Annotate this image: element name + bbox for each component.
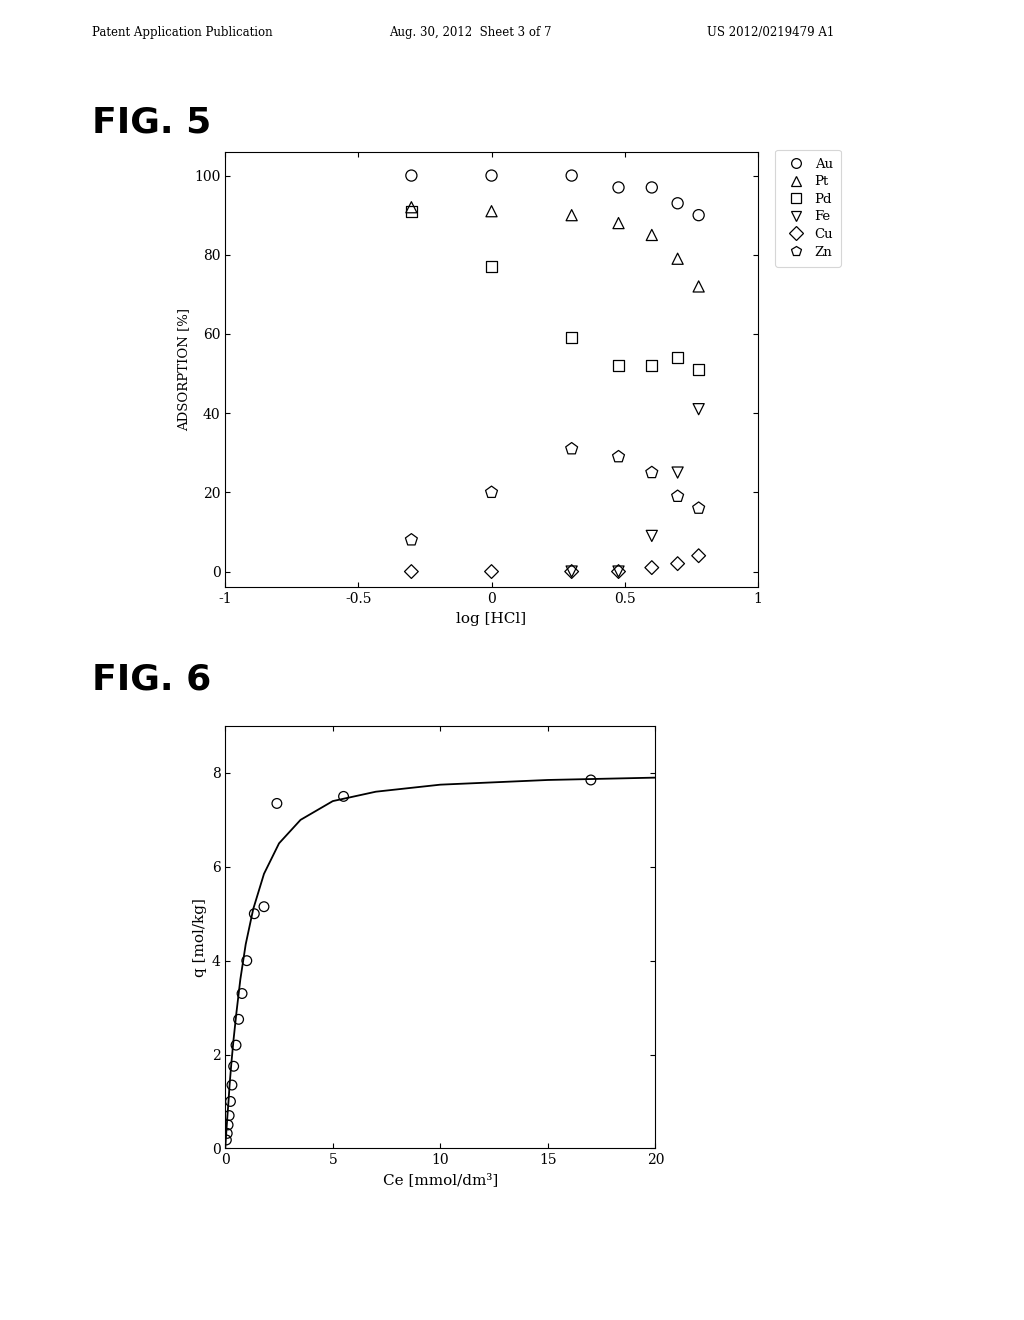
Point	[239, 950, 255, 972]
Point	[222, 1090, 239, 1111]
X-axis label: log [HCl]: log [HCl]	[457, 611, 526, 626]
Point	[563, 165, 580, 186]
Point	[610, 213, 627, 234]
Point	[690, 359, 707, 380]
Point	[483, 165, 500, 186]
Point	[690, 545, 707, 566]
Point	[483, 201, 500, 222]
X-axis label: Ce [mmol/dm³]: Ce [mmol/dm³]	[383, 1172, 498, 1187]
Point	[563, 438, 580, 459]
Point	[268, 793, 285, 814]
Text: FIG. 5: FIG. 5	[92, 106, 211, 140]
Point	[670, 347, 686, 368]
Point	[644, 224, 660, 246]
Point	[256, 896, 272, 917]
Point	[225, 1056, 242, 1077]
Point	[690, 205, 707, 226]
Point	[483, 256, 500, 277]
Point	[644, 525, 660, 546]
Point	[610, 177, 627, 198]
Y-axis label: ADSORPTION [%]: ADSORPTION [%]	[177, 308, 189, 432]
Point	[670, 248, 686, 269]
Point	[483, 561, 500, 582]
Point	[583, 770, 599, 791]
Point	[610, 355, 627, 376]
Point	[246, 903, 262, 924]
Point	[690, 399, 707, 420]
Text: US 2012/0219479 A1: US 2012/0219479 A1	[707, 26, 834, 40]
Point	[563, 327, 580, 348]
Point	[221, 1105, 238, 1126]
Point	[483, 482, 500, 503]
Point	[670, 486, 686, 507]
Point	[690, 498, 707, 519]
Point	[690, 276, 707, 297]
Point	[670, 462, 686, 483]
Point	[230, 1008, 247, 1030]
Y-axis label: q [mol/kg]: q [mol/kg]	[194, 898, 208, 977]
Point	[336, 785, 352, 807]
Point	[644, 355, 660, 376]
Point	[403, 197, 420, 218]
Point	[670, 553, 686, 574]
Point	[224, 1074, 241, 1096]
Point	[403, 561, 420, 582]
Point	[644, 462, 660, 483]
Point	[610, 446, 627, 467]
Text: Patent Application Publication: Patent Application Publication	[92, 26, 272, 40]
Point	[670, 193, 686, 214]
Point	[403, 529, 420, 550]
Text: Aug. 30, 2012  Sheet 3 of 7: Aug. 30, 2012 Sheet 3 of 7	[389, 26, 552, 40]
Point	[233, 983, 250, 1005]
Point	[563, 205, 580, 226]
Point	[644, 177, 660, 198]
Point	[610, 561, 627, 582]
Point	[403, 201, 420, 222]
Point	[563, 561, 580, 582]
Point	[644, 557, 660, 578]
Point	[219, 1123, 236, 1144]
Point	[563, 561, 580, 582]
Point	[403, 165, 420, 186]
Point	[610, 561, 627, 582]
Point	[227, 1035, 245, 1056]
Point	[220, 1114, 237, 1135]
Point	[218, 1130, 234, 1151]
Legend: Au, Pt, Pd, Fe, Cu, Zn: Au, Pt, Pd, Fe, Cu, Zn	[775, 149, 841, 267]
Text: FIG. 6: FIG. 6	[92, 663, 211, 697]
